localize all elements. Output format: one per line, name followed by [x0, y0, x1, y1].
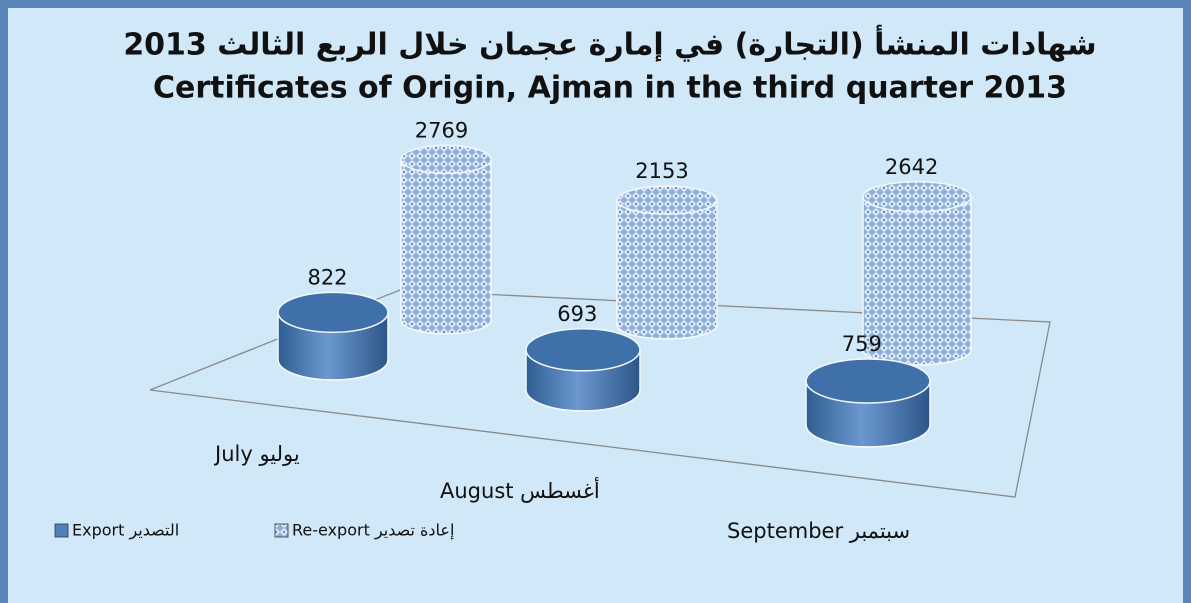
- cylinder: [862, 181, 972, 366]
- cylinder-edge: [805, 380, 931, 448]
- cylinder: [805, 358, 931, 448]
- value-label: 693: [557, 302, 597, 326]
- cylinder-body: [401, 159, 491, 320]
- legend-label: Re-export إعادة تصدير: [292, 521, 454, 541]
- cylinder-edge: [525, 349, 641, 412]
- cylinder-top: [616, 185, 718, 215]
- x-tick-label: September سبتمبر: [727, 519, 910, 543]
- legend-label: Export التصدير: [72, 521, 179, 541]
- cylinder-top: [525, 328, 641, 372]
- x-tick-label: July يوليو: [213, 442, 300, 466]
- plot-background: [8, 8, 1183, 603]
- cylinder-body: [863, 196, 971, 350]
- x-tick-label: August أغسطس: [440, 477, 600, 503]
- legend-swatch: [274, 523, 289, 538]
- cylinder-edge: [277, 312, 389, 381]
- cylinder-top: [277, 291, 389, 334]
- cylinder-body: [617, 200, 717, 325]
- cylinder-top: [805, 358, 931, 404]
- cylinder-edge: [616, 200, 718, 340]
- value-label: 2642: [885, 155, 938, 179]
- cylinder-top: [400, 144, 492, 175]
- cylinder: [400, 144, 492, 335]
- cylinder: [277, 291, 389, 381]
- value-label: 2769: [415, 118, 468, 142]
- cylinder-edge: [862, 196, 972, 366]
- value-label: 2153: [635, 159, 688, 183]
- cylinder: [616, 185, 718, 340]
- chart-title: شهادات المنشأ (التجارة) في إمارة عجمان خ…: [123, 25, 1096, 63]
- cylinder: [525, 328, 641, 412]
- cylinder-top: [862, 181, 972, 213]
- value-label: 759: [842, 332, 882, 356]
- value-label: 822: [307, 265, 347, 289]
- legend-swatch: [54, 523, 69, 538]
- cylinder-edge: [400, 159, 492, 335]
- chart-subtitle: Certificates of Origin, Ajman in the thi…: [153, 71, 1067, 106]
